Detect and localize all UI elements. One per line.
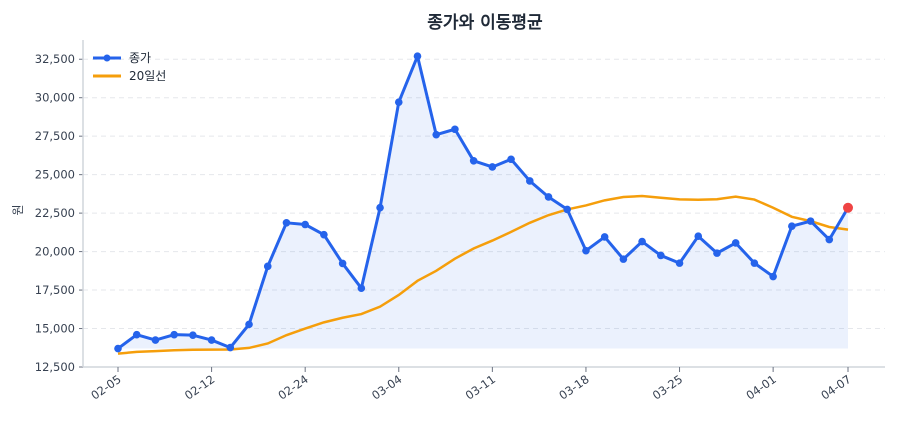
close-point [600, 233, 609, 241]
y-tick-labels: 12,500 15,000 17,500 20,000 22,500 25,000 27,5… [35, 52, 75, 374]
x-tick-label: 03-11 [463, 372, 498, 403]
x-tick-label: 02-05 [88, 372, 123, 403]
chart-title: 종가와 이동평균 [427, 13, 543, 33]
close-point [563, 205, 572, 214]
close-last-point [843, 202, 853, 213]
y-tick-label: 12,500 [35, 360, 75, 374]
y-tick-label: 30,000 [35, 91, 75, 105]
close-point [189, 331, 197, 339]
y-tick-label: 25,000 [35, 168, 75, 182]
close-point [769, 272, 777, 281]
close-point [507, 155, 515, 164]
close-point [226, 343, 235, 352]
x-tick-label: 03-18 [556, 372, 591, 403]
close-point [488, 163, 497, 171]
close-area-fill [118, 56, 848, 349]
close-point [825, 235, 834, 244]
close-point [713, 249, 721, 257]
close-point [170, 330, 178, 339]
ma20-line [117, 194, 849, 355]
close-point [619, 255, 628, 263]
y-tick-label: 27,500 [35, 129, 75, 143]
x-tick-label: 02-12 [182, 372, 217, 403]
series-layer [114, 52, 853, 355]
close-point [151, 336, 160, 344]
close-line [117, 54, 850, 350]
close-point [413, 52, 422, 60]
close-point [132, 330, 141, 339]
y-tick-label: 22,500 [35, 206, 75, 220]
close-point [207, 336, 216, 344]
y-tick-label: 17,500 [35, 283, 75, 297]
close-point [806, 217, 815, 225]
close-point [357, 284, 366, 293]
close-point [675, 259, 684, 267]
x-tick-label: 04-07 [818, 372, 853, 403]
close-point [544, 193, 553, 201]
close-point [657, 251, 665, 260]
close-point [376, 203, 384, 212]
close-point [432, 130, 441, 139]
close-point [582, 246, 590, 255]
close-point [394, 98, 403, 106]
x-tick-label: 03-04 [369, 372, 404, 403]
close-point [731, 239, 740, 247]
close-point [245, 320, 253, 329]
x-tick-labels: 02-05 02-12 02-24 03-04 03-11 03-18 03-25 04-01… [88, 372, 853, 403]
close-point [694, 232, 703, 240]
gridlines [83, 58, 885, 368]
legend-label-ma20: 20일선 [129, 69, 166, 83]
x-tick-label: 02-24 [275, 372, 310, 403]
close-point [301, 220, 309, 229]
close-point [750, 259, 759, 267]
close-point [788, 222, 796, 230]
axes [79, 40, 885, 372]
close-point [282, 219, 291, 227]
close-point [320, 230, 328, 239]
x-tick-label: 04-01 [743, 372, 778, 403]
y-tick-label: 15,000 [35, 322, 75, 336]
legend: 종가 20일선 [93, 51, 166, 83]
y-tick-label: 32,500 [35, 52, 75, 66]
close-point [114, 344, 122, 353]
legend-label-close: 종가 [129, 51, 151, 65]
close-point [338, 259, 347, 268]
y-tick-label: 20,000 [35, 245, 75, 259]
y-axis-label: 원 [11, 204, 25, 215]
close-point [263, 262, 272, 271]
close-point [638, 237, 646, 246]
close-point [469, 156, 478, 165]
legend-marker-close [103, 54, 111, 62]
x-tick-label: 03-25 [650, 372, 685, 403]
close-point [451, 125, 459, 134]
close-point [525, 177, 534, 185]
